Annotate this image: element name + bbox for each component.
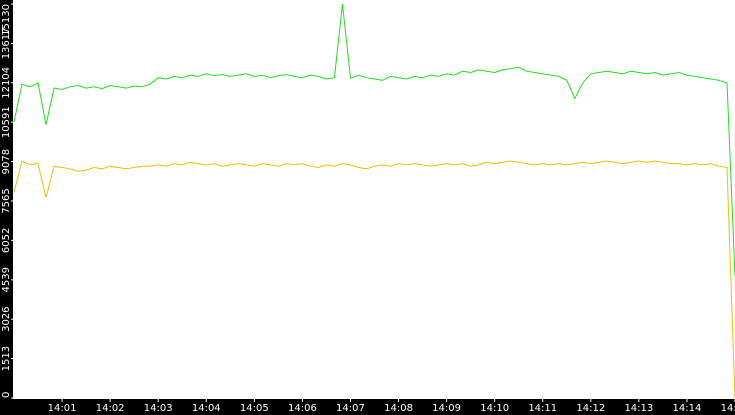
- y-tick-label: 1513: [1, 346, 12, 371]
- y-tick-label: 7565: [1, 188, 12, 213]
- x-tick-label: 14:08: [384, 403, 413, 414]
- series-line: [13, 3, 735, 276]
- y-tick-label: 6052: [1, 228, 12, 253]
- y-tick-label: 4539: [1, 267, 12, 292]
- y-tick-label: 12104: [1, 67, 12, 99]
- y-axis-band: [0, 0, 13, 415]
- y-tick-label: 10591: [1, 106, 12, 138]
- x-tick-label: 14:05: [240, 403, 269, 414]
- x-axis-band: [0, 399, 735, 415]
- x-tick-label: 14:02: [96, 403, 125, 414]
- x-tick-label: 14:04: [192, 403, 221, 414]
- y-tick-label: 15130: [1, 4, 12, 36]
- y-tick-label: 0: [1, 392, 12, 398]
- y-tick-label: 3026: [1, 306, 12, 331]
- x-tick-label: 14:06: [288, 403, 317, 414]
- x-tick-label: 14:09: [432, 403, 461, 414]
- x-tick-label: 14:11: [528, 403, 557, 414]
- x-tick-label: 14:07: [336, 403, 365, 414]
- x-tick-label: 14:10: [480, 403, 509, 414]
- x-tick-label: 14:14: [673, 403, 702, 414]
- series-line: [13, 160, 735, 399]
- x-tick-label: 14:15: [721, 403, 735, 414]
- x-tick-label: 14:01: [48, 403, 77, 414]
- y-tick-label: 9078: [1, 149, 12, 174]
- x-tick-label: 14:12: [576, 403, 605, 414]
- x-tick-label: 14:03: [144, 403, 173, 414]
- x-tick-label: 14:13: [624, 403, 653, 414]
- y-tick-label: 13617: [1, 27, 12, 59]
